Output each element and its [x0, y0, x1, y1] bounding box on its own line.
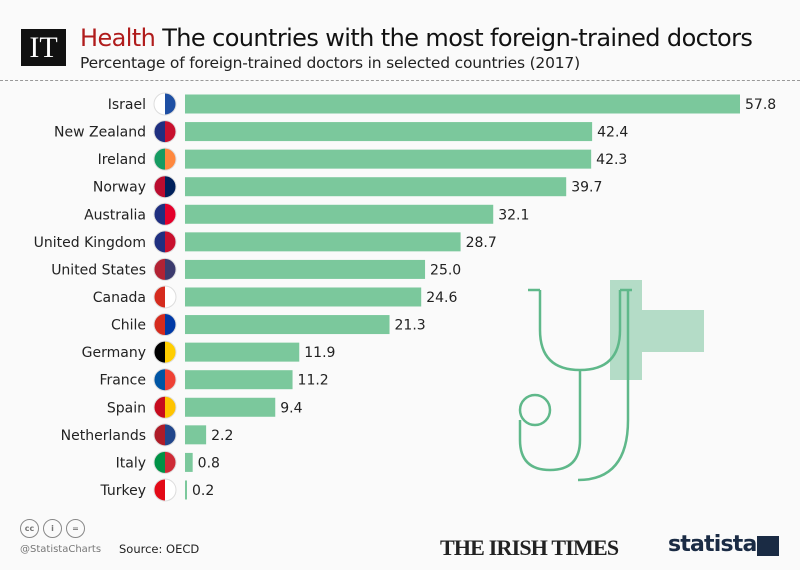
bar-row: United Kingdom 28.7 [34, 230, 497, 254]
flag-icon [154, 120, 176, 143]
category-label: Canada [93, 290, 146, 306]
title-text: The countries with the most foreign-trai… [162, 24, 753, 52]
value-label: 24.6 [426, 290, 457, 306]
category-label: Ireland [98, 152, 146, 168]
category-label: Italy [116, 455, 146, 471]
bar [185, 315, 390, 335]
category-label: France [99, 373, 146, 389]
value-label: 25.0 [430, 262, 461, 278]
irish-times-wordmark: THE IRISH TIMES [440, 535, 619, 560]
nd-icon: = [66, 519, 85, 538]
bar [185, 94, 740, 114]
category-label: Turkey [99, 483, 146, 499]
flag-icon [154, 93, 176, 115]
bar [185, 425, 207, 445]
flag-icon [154, 341, 176, 364]
value-label: 9.4 [280, 400, 302, 416]
category-label: New Zealand [54, 125, 146, 141]
bar-row: Israel 57.8 [108, 92, 776, 116]
bar-row: Italy 0.8 [116, 450, 220, 474]
bar [185, 480, 187, 500]
irish-times-logo: IT [21, 29, 66, 66]
bar-row: New Zealand 42.4 [54, 120, 628, 144]
flag-icon [154, 423, 176, 446]
bar [185, 287, 422, 307]
bar-row: Canada 24.6 [93, 285, 457, 309]
bar [185, 204, 494, 224]
value-label: 0.2 [192, 483, 214, 499]
statista-logo-icon [757, 536, 779, 556]
bar-row: France 11.2 [99, 368, 329, 392]
flag-icon [154, 175, 176, 198]
bar-row: Spain 9.4 [107, 395, 303, 419]
bar-row: Netherlands 2.2 [61, 423, 233, 447]
flag-icon [154, 148, 176, 171]
value-label: 42.4 [597, 125, 628, 141]
bar-row: Germany 11.9 [82, 340, 335, 364]
category-label: Australia [84, 207, 146, 223]
bar [185, 149, 592, 169]
flag-icon [154, 230, 176, 253]
bar [185, 259, 426, 279]
value-label: 11.2 [298, 373, 329, 389]
bar-row: Turkey 0.2 [99, 478, 214, 502]
bar-row: Ireland 42.3 [98, 147, 627, 171]
category-label: Spain [107, 400, 146, 416]
flag-icon [154, 478, 176, 501]
bar [185, 122, 593, 142]
stethoscope-illustration [518, 280, 704, 482]
bar [185, 342, 300, 362]
bar-row: Norway 39.7 [93, 175, 602, 199]
bar-row: United States 25.0 [51, 257, 461, 281]
value-label: 42.3 [596, 152, 627, 168]
flag-icon [154, 285, 176, 308]
flag-icon [154, 451, 176, 474]
cc-icon: cc [20, 519, 39, 538]
divider [0, 80, 800, 81]
category-label: Netherlands [61, 428, 146, 444]
category-label: Norway [93, 180, 146, 196]
chart-title: Health The countries with the most forei… [80, 24, 753, 52]
value-label: 2.2 [211, 428, 233, 444]
category-label: United Kingdom [34, 235, 146, 251]
flag-icon [154, 203, 176, 226]
bar-row: Australia 32.1 [84, 202, 529, 226]
flag-icon [154, 313, 176, 336]
category-label: Chile [111, 318, 146, 334]
source-note: Source: OECD [119, 542, 200, 556]
bar [185, 452, 193, 472]
bar [185, 370, 293, 390]
bar [185, 397, 276, 417]
statista-handle: @StatistaCharts [20, 544, 102, 555]
flag-icon [154, 396, 176, 419]
value-label: 57.8 [745, 97, 776, 113]
category-label: United States [51, 262, 146, 278]
value-label: 0.8 [198, 455, 220, 471]
value-label: 39.7 [571, 180, 602, 196]
license-icons: cc i = [20, 519, 85, 538]
bar-row: Chile 21.3 [111, 313, 426, 337]
bar [185, 177, 567, 197]
chart-subtitle: Percentage of foreign-trained doctors in… [80, 54, 580, 72]
kicker: Health [80, 24, 156, 52]
flag-icon [154, 368, 176, 391]
category-label: Germany [82, 345, 146, 361]
statista-wordmark: statista [668, 532, 757, 557]
by-icon: i [43, 519, 62, 538]
value-label: 21.3 [395, 318, 426, 334]
flag-icon [154, 258, 176, 281]
value-label: 28.7 [466, 235, 497, 251]
category-label: Israel [108, 97, 146, 113]
bar [185, 232, 461, 252]
value-label: 32.1 [498, 207, 529, 223]
value-label: 11.9 [304, 345, 335, 361]
